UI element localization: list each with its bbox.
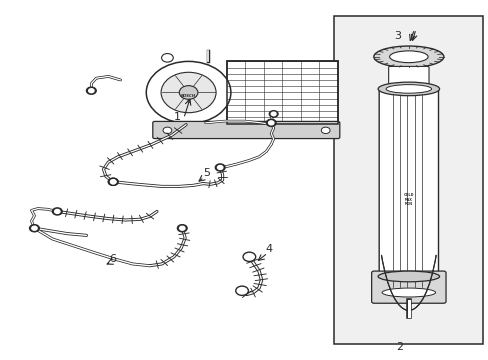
Circle shape <box>179 226 184 230</box>
FancyBboxPatch shape <box>388 66 428 90</box>
Circle shape <box>179 86 198 99</box>
Text: 3: 3 <box>393 31 401 41</box>
Circle shape <box>108 178 118 185</box>
Bar <box>226 62 337 123</box>
Circle shape <box>86 87 96 94</box>
Circle shape <box>266 119 276 126</box>
Circle shape <box>32 226 37 230</box>
Text: 1: 1 <box>174 112 181 122</box>
Circle shape <box>163 127 171 134</box>
Circle shape <box>161 54 173 62</box>
FancyBboxPatch shape <box>371 271 445 303</box>
Ellipse shape <box>377 271 439 282</box>
Circle shape <box>161 72 216 113</box>
Text: BOSCH: BOSCH <box>181 94 196 98</box>
Circle shape <box>235 286 248 296</box>
Ellipse shape <box>389 51 427 63</box>
Text: 5: 5 <box>203 168 210 179</box>
Circle shape <box>146 62 230 123</box>
Circle shape <box>88 89 94 93</box>
Text: ⊕: ⊕ <box>186 99 190 104</box>
Text: 4: 4 <box>265 244 272 254</box>
Text: COLD
MAX
MIN: COLD MAX MIN <box>403 193 413 206</box>
Circle shape <box>108 178 118 185</box>
Text: 2: 2 <box>396 342 403 352</box>
Circle shape <box>52 208 62 215</box>
Circle shape <box>110 180 116 184</box>
FancyBboxPatch shape <box>378 89 438 296</box>
Circle shape <box>243 252 255 261</box>
Circle shape <box>321 127 329 134</box>
Ellipse shape <box>381 288 435 297</box>
Ellipse shape <box>386 85 431 93</box>
Circle shape <box>269 111 278 117</box>
Text: 6: 6 <box>109 254 116 264</box>
Circle shape <box>110 180 116 184</box>
Circle shape <box>217 166 223 170</box>
Circle shape <box>55 210 60 213</box>
Circle shape <box>215 164 224 171</box>
Circle shape <box>271 112 276 116</box>
Circle shape <box>268 121 273 125</box>
Bar <box>334 16 482 344</box>
Bar <box>226 62 337 123</box>
Circle shape <box>177 225 187 232</box>
Ellipse shape <box>373 46 443 67</box>
FancyBboxPatch shape <box>152 121 339 139</box>
Ellipse shape <box>377 82 439 96</box>
Circle shape <box>30 225 39 232</box>
